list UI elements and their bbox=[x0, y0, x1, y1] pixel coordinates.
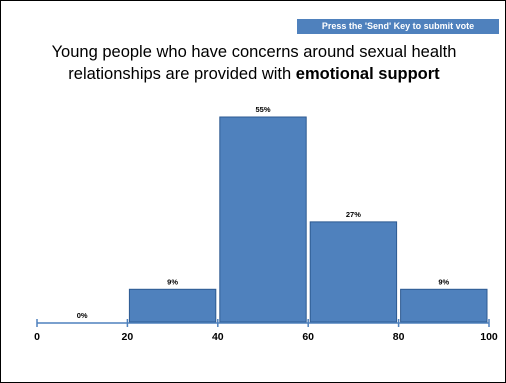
submit-vote-instruction: Press the 'Send' Key to submit vote bbox=[297, 19, 499, 34]
histogram-bar bbox=[309, 221, 398, 323]
histogram-bar bbox=[400, 288, 488, 323]
x-tick-label: 100 bbox=[480, 331, 498, 343]
x-tick-label: 40 bbox=[212, 331, 224, 343]
bar-data-label: 0% bbox=[77, 311, 88, 320]
chart-title-line1: Young people who have concerns around se… bbox=[51, 43, 457, 61]
x-tick-label: 80 bbox=[393, 331, 405, 343]
bar-data-label: 27% bbox=[346, 210, 361, 219]
chart-title-line2-bold: emotional support bbox=[295, 65, 440, 83]
x-tick-label: 20 bbox=[122, 331, 134, 343]
chart-title: Young people who have concerns around se… bbox=[11, 41, 497, 85]
x-tick-label: 0 bbox=[34, 331, 40, 343]
histogram-bar bbox=[219, 116, 307, 323]
chart-title-line2-prefix: relationships are provided with bbox=[68, 65, 296, 83]
x-tick-label: 60 bbox=[302, 331, 314, 343]
histogram-bar bbox=[128, 288, 217, 323]
bar-data-label: 9% bbox=[438, 277, 449, 286]
bar-data-label: 9% bbox=[167, 277, 178, 286]
bar-data-label: 55% bbox=[255, 105, 270, 114]
